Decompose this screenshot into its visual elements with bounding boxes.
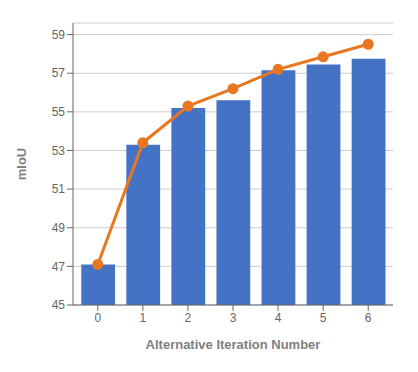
svg-text:53: 53 [52,144,66,158]
svg-text:0: 0 [94,311,101,325]
svg-text:1: 1 [140,311,147,325]
svg-text:49: 49 [52,221,66,235]
svg-text:2: 2 [185,311,192,325]
svg-text:5: 5 [320,311,327,325]
svg-text:51: 51 [52,182,66,196]
svg-text:3: 3 [230,311,237,325]
svg-text:4: 4 [275,311,282,325]
svg-text:Alternative Iteration Number: Alternative Iteration Number [146,337,321,352]
svg-text:55: 55 [52,105,66,119]
svg-text:57: 57 [52,66,66,80]
svg-text:6: 6 [365,311,372,325]
svg-text:45: 45 [52,298,66,312]
svg-text:mIoU: mIoU [14,148,29,181]
svg-text:59: 59 [52,28,66,42]
svg-text:47: 47 [52,260,66,274]
